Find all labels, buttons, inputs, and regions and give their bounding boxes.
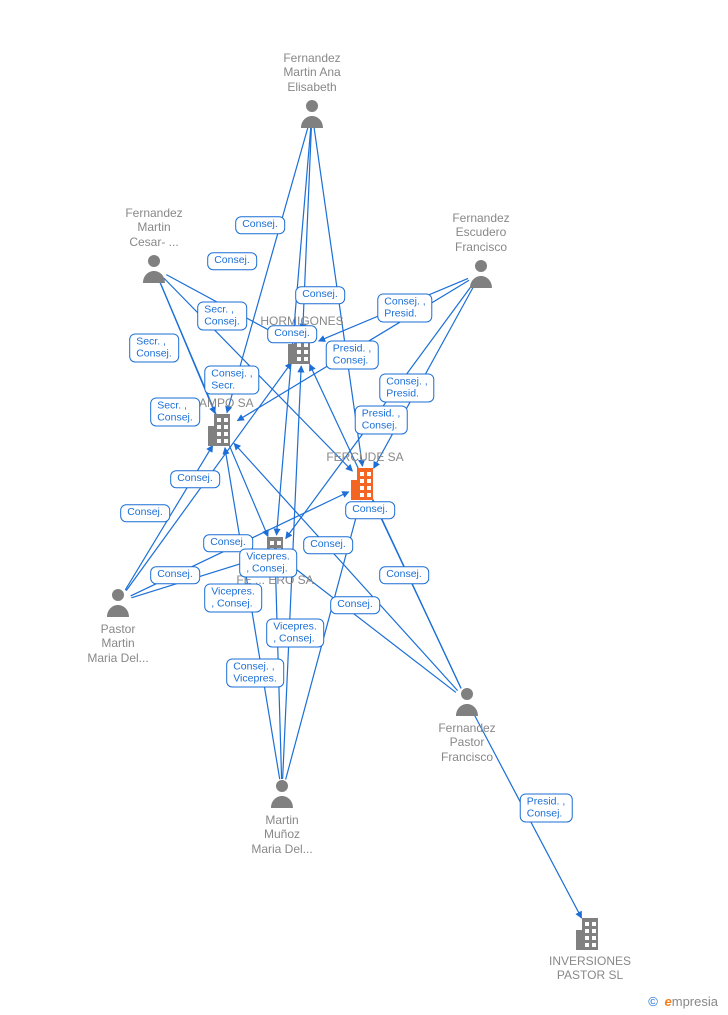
edge	[374, 285, 475, 468]
person-icon[interactable]	[470, 260, 492, 288]
person-icon[interactable]	[456, 688, 478, 716]
edge	[227, 126, 308, 412]
edge	[131, 492, 349, 596]
brand-e: e	[665, 994, 672, 1009]
watermark: © empresia	[648, 994, 718, 1009]
person-icon[interactable]	[143, 255, 165, 283]
company-icon[interactable]	[351, 468, 373, 500]
edge	[125, 445, 212, 590]
brand-rest: mpresia	[672, 994, 718, 1009]
edge	[286, 501, 361, 779]
edge	[474, 713, 582, 918]
company-icon[interactable]	[261, 537, 283, 569]
edge	[276, 571, 282, 779]
edge	[319, 278, 468, 341]
edge	[225, 448, 280, 779]
person-icon[interactable]	[301, 100, 323, 128]
edge	[277, 127, 311, 535]
edge	[164, 278, 353, 471]
edge	[286, 284, 473, 538]
edge	[373, 500, 461, 688]
person-icon[interactable]	[271, 780, 293, 808]
company-icon[interactable]	[576, 918, 598, 950]
person-icon[interactable]	[107, 589, 129, 617]
copyright-symbol: ©	[648, 994, 658, 1009]
edge	[166, 275, 286, 340]
edge	[303, 127, 312, 330]
edge	[159, 281, 267, 537]
network-graph	[0, 0, 728, 1015]
edge	[314, 127, 362, 466]
company-icon[interactable]	[288, 332, 310, 364]
edge	[131, 558, 257, 597]
company-icon[interactable]	[208, 414, 230, 446]
